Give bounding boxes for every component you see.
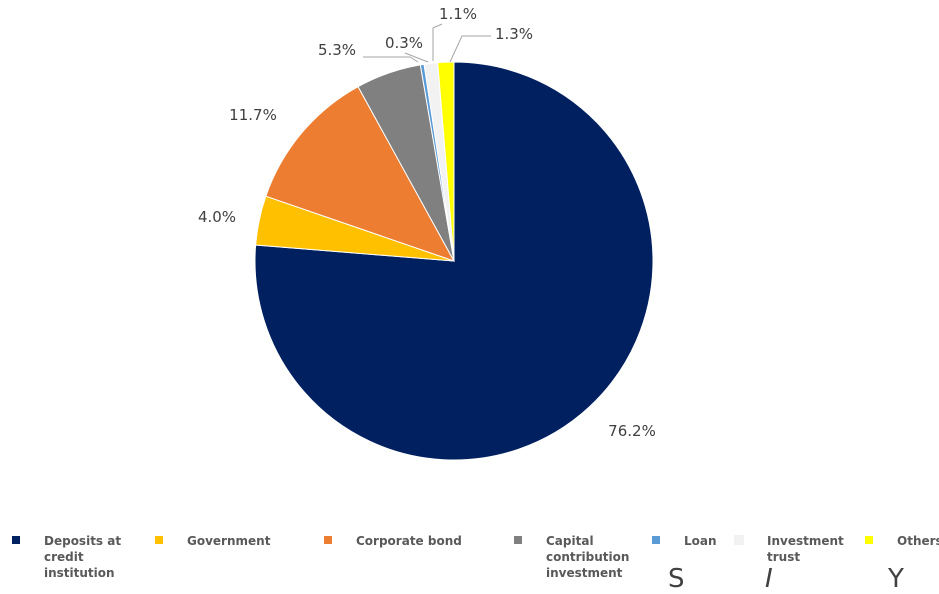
legend-label: Deposits at credit institution xyxy=(44,534,122,580)
pie-chart: 76.2% 4.0% 11.7% 5.3% 0.3% 1.1% 1.3% xyxy=(198,5,656,461)
cutoff-text-mid: I xyxy=(765,564,773,594)
legend-swatch xyxy=(865,536,873,544)
leader-line xyxy=(449,35,491,63)
legend-swatch xyxy=(734,535,744,545)
leader-lines xyxy=(363,23,491,63)
legend-swatch xyxy=(155,536,163,544)
legend-swatch xyxy=(652,536,660,544)
data-labels: 76.2% 4.0% 11.7% 5.3% 0.3% 1.1% 1.3% xyxy=(198,5,656,440)
leader-line xyxy=(363,56,419,63)
legend-label: Capital contribution investment xyxy=(546,534,630,580)
data-label: 11.7% xyxy=(229,106,277,124)
legend-item: Deposits at credit institution xyxy=(12,533,121,581)
pie-slice-corporate-bond xyxy=(265,85,456,262)
data-label: 4.0% xyxy=(198,208,236,226)
cutoff-text-right: Y xyxy=(888,564,904,594)
legend-label: Government xyxy=(187,534,271,548)
data-label: 1.1% xyxy=(439,5,477,23)
leader-line xyxy=(432,23,443,61)
pie-slices xyxy=(254,61,654,461)
legend-label: Others xyxy=(897,534,939,548)
data-label: 5.3% xyxy=(318,41,356,59)
legend-label: Corporate bond xyxy=(356,534,462,548)
data-label: 1.3% xyxy=(495,25,533,43)
legend-swatch xyxy=(514,536,522,544)
legend-item: Loan xyxy=(652,533,717,549)
leader-line xyxy=(404,52,429,63)
legend-item: Corporate bond xyxy=(324,533,462,549)
data-label: 0.3% xyxy=(385,34,423,52)
legend-item: Government xyxy=(155,533,270,549)
legend-label: Loan xyxy=(684,534,717,548)
legend-item: Investment trust xyxy=(734,533,844,565)
data-label: 76.2% xyxy=(608,422,656,440)
legend-item: Others xyxy=(865,533,939,549)
legend-swatch xyxy=(12,536,20,544)
legend-label: Investment trust xyxy=(767,534,844,564)
legend-item: Capital contribution investment xyxy=(514,533,629,581)
pie-slice-others xyxy=(437,61,455,262)
legend-swatch xyxy=(324,536,332,544)
cutoff-text-left: S xyxy=(668,564,685,594)
